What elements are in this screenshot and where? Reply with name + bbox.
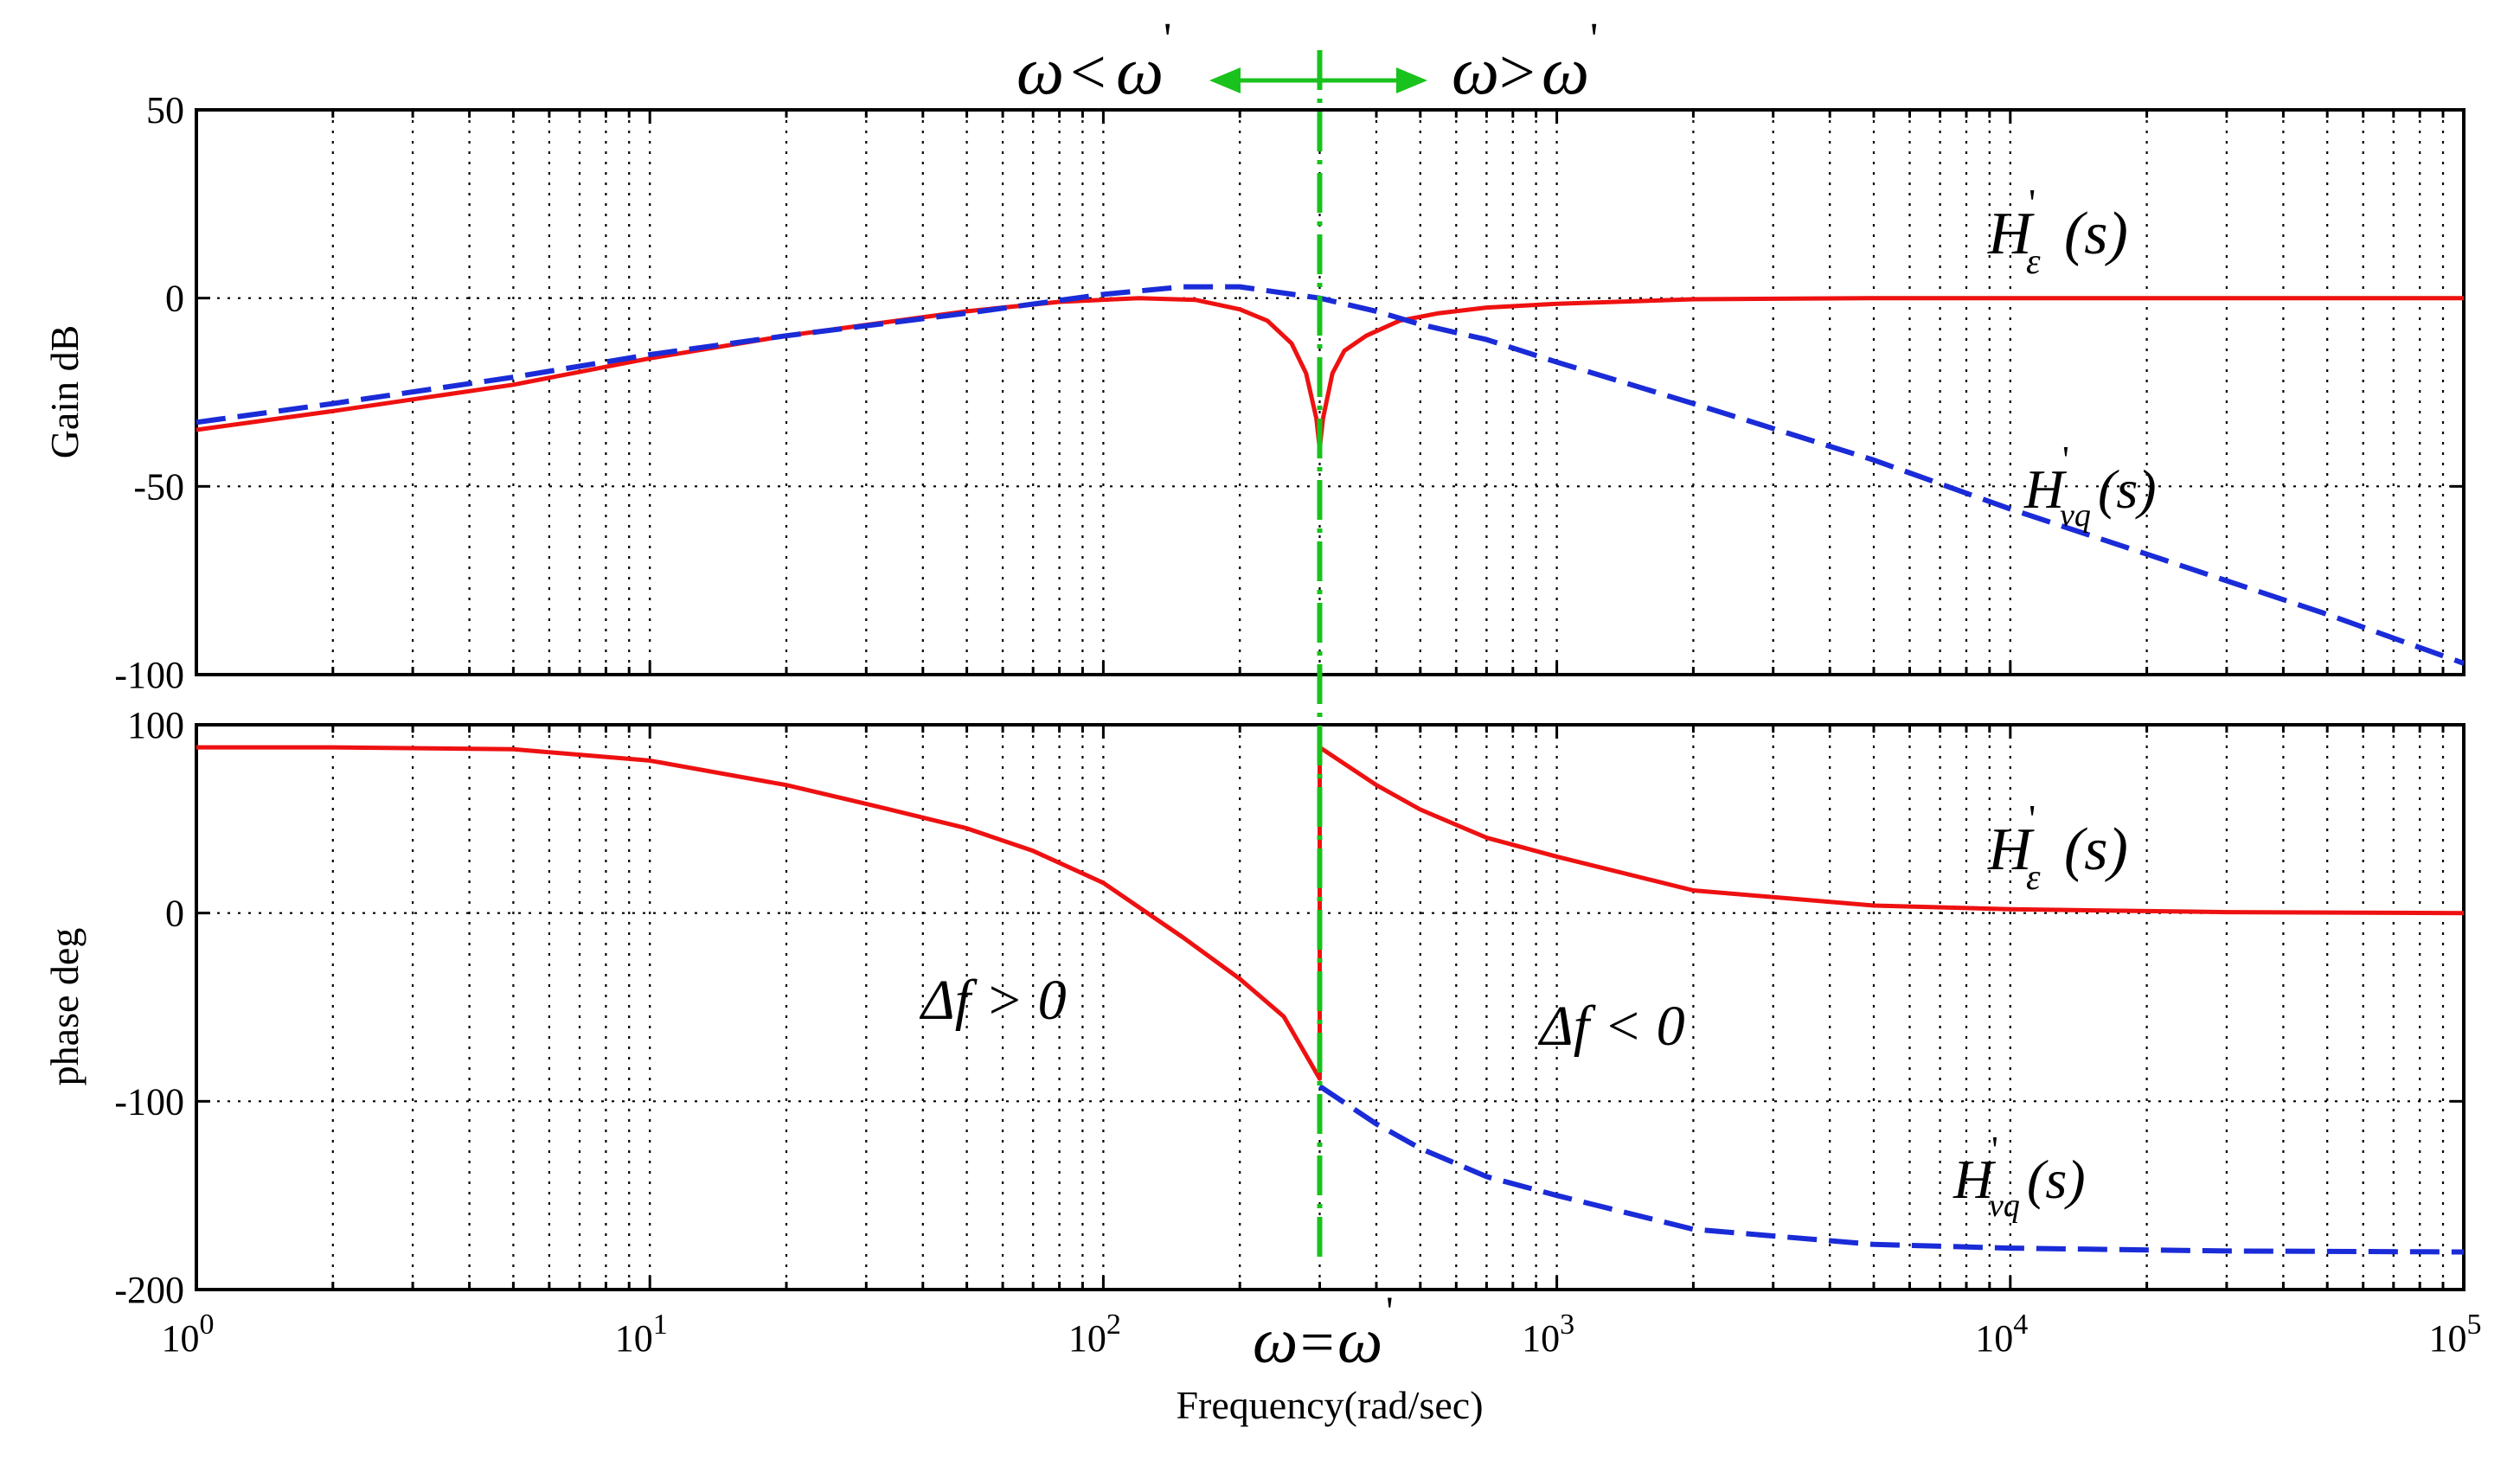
omega-right: ω <box>1452 33 1499 108</box>
ph-ytick-label: 0 <box>165 893 184 935</box>
mag-label-h-epsilon: H ' ε (s) <box>1987 181 2128 282</box>
mag-ytick-label: -50 <box>133 465 184 508</box>
phase-label-h-vq-sub: vq <box>1989 1188 2020 1224</box>
phase-panel: 100 0 -100 -200 phase deg <box>42 704 2465 1311</box>
xtick-label: 100 <box>162 1309 215 1360</box>
phase-label-h-epsilon: H ' ε (s) <box>1987 797 2128 898</box>
magnitude-panel: 50 0 -50 -100 Gain dB <box>42 89 2465 696</box>
greater-than-sign: > <box>1499 37 1536 108</box>
phase-label-h-vq-base: H <box>1953 1149 1997 1210</box>
phase-label-h-epsilon-sub: ε <box>2026 858 2041 898</box>
prime-right: ' <box>1590 15 1598 64</box>
phase-series <box>196 745 2465 1255</box>
xtick-label: 101 <box>615 1309 668 1360</box>
xtick-base: 10 <box>1068 1317 1106 1360</box>
xtick-base: 10 <box>1522 1317 1560 1360</box>
ph-ytick-label: -100 <box>114 1080 184 1123</box>
phase-label-h-epsilon-prime: ' <box>2029 797 2036 841</box>
mag-label-h-epsilon-base: H <box>1987 201 2035 267</box>
ph-series-H_vq <box>1318 1084 2465 1255</box>
ph-ytick-label: -200 <box>114 1269 184 1311</box>
mag-label-h-epsilon-prime: ' <box>2029 181 2036 225</box>
phase-label-h-epsilon-arg: (s) <box>2064 816 2128 883</box>
arrow-head-right <box>1396 67 1427 93</box>
mag-series-H_vq <box>196 284 2465 666</box>
xtick-base: 10 <box>1975 1317 2013 1360</box>
phase-label-h-vq-prime: ' <box>1991 1129 1998 1171</box>
x-tick-labels: 100 101 102 103 104 105 <box>162 1309 2482 1360</box>
omega-prime-right: ω <box>1542 33 1589 108</box>
xtick-label: 103 <box>1522 1309 1574 1360</box>
prime-left: ' <box>1164 15 1171 64</box>
delta-f-negative-label: Δf < 0 <box>1537 995 1685 1058</box>
prime-eq: ' <box>1386 1289 1394 1335</box>
omega-left: ω <box>1016 33 1064 108</box>
mag-ytick-label: 0 <box>165 278 184 320</box>
omega-eq-left: ω <box>1253 1306 1298 1377</box>
equals-sign: = <box>1300 1309 1334 1376</box>
omega-equals-label: ω = ω ' <box>1253 1289 1394 1377</box>
phase-label-h-epsilon-base: H <box>1987 816 2035 883</box>
mag-label-h-vq-base: H <box>2023 458 2068 520</box>
mag-ytick-label: -100 <box>114 654 184 696</box>
ph-ytick-label: 100 <box>127 704 184 746</box>
xtick-exponent: 4 <box>2013 1309 2028 1341</box>
xtick-label: 105 <box>2429 1309 2482 1360</box>
phase-y-ticks: 100 0 -100 -200 <box>114 704 184 1311</box>
xtick-exponent: 5 <box>2467 1309 2482 1341</box>
xtick-exponent: 1 <box>653 1309 668 1341</box>
phase-ylabel: phase deg <box>42 928 87 1086</box>
mag-label-h-vq: H ' vq (s) <box>2023 439 2157 534</box>
less-than-sign: < <box>1070 37 1106 108</box>
phase-label-h-vq: H ' vq (s) <box>1953 1129 2086 1224</box>
omega-eq-right: ω <box>1337 1306 1382 1377</box>
xtick-label: 102 <box>1068 1309 1121 1360</box>
mag-label-h-vq-sub: vq <box>2060 497 2091 534</box>
magnitude-series <box>196 284 2465 666</box>
phase-grid <box>196 723 2464 1291</box>
delta-f-positive-label: Δf > 0 <box>919 969 1067 1032</box>
phase-frame <box>195 723 2465 1291</box>
magnitude-frame <box>195 108 2465 676</box>
xtick-exponent: 0 <box>200 1309 215 1341</box>
mag-label-h-epsilon-sub: ε <box>2026 242 2041 282</box>
xtick-base: 10 <box>2429 1317 2467 1360</box>
mag-ytick-label: 50 <box>146 89 184 131</box>
region-annotation: ω < ω ' ω > ω ' <box>1016 15 1598 108</box>
magnitude-ylabel: Gain dB <box>42 325 87 459</box>
xtick-base: 10 <box>162 1317 200 1360</box>
omega-prime-left: ω <box>1116 33 1164 108</box>
xtick-exponent: 3 <box>1560 1309 1574 1341</box>
mag-label-h-vq-arg: (s) <box>2098 458 2157 520</box>
xtick-base: 10 <box>615 1317 653 1360</box>
xtick-label: 104 <box>1975 1309 2028 1360</box>
arrow-head-left <box>1209 67 1241 93</box>
mag-label-h-vq-prime: ' <box>2062 439 2069 481</box>
phase-label-h-vq-arg: (s) <box>2027 1149 2086 1210</box>
magnitude-y-ticks: 50 0 -50 -100 <box>114 89 184 696</box>
mag-label-h-epsilon-arg: (s) <box>2064 201 2128 267</box>
xtick-exponent: 2 <box>1106 1309 1121 1341</box>
x-axis-label: Frequency(rad/sec) <box>1176 1383 1483 1427</box>
ph-series-H_epsilon <box>196 745 2465 1081</box>
